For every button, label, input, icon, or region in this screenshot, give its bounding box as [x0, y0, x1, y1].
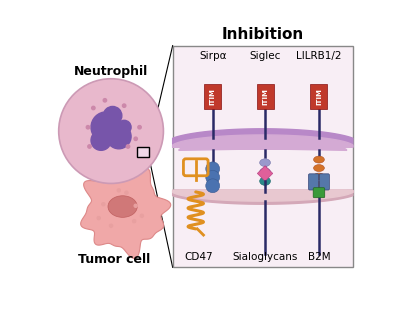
Text: CD47: CD47 — [184, 252, 213, 262]
Circle shape — [92, 106, 95, 110]
Circle shape — [97, 216, 100, 220]
Polygon shape — [173, 135, 353, 150]
FancyBboxPatch shape — [256, 84, 274, 109]
FancyBboxPatch shape — [137, 147, 149, 156]
FancyBboxPatch shape — [313, 188, 325, 198]
Circle shape — [206, 170, 220, 184]
Circle shape — [206, 179, 220, 193]
Text: Sialoglycans: Sialoglycans — [232, 252, 298, 262]
FancyBboxPatch shape — [204, 84, 221, 109]
Circle shape — [106, 124, 131, 149]
Text: B2M: B2M — [308, 252, 330, 262]
Circle shape — [91, 112, 122, 143]
Text: Sirpα: Sirpα — [199, 52, 226, 61]
Polygon shape — [173, 190, 353, 204]
Circle shape — [117, 120, 131, 134]
Circle shape — [138, 125, 141, 129]
Text: ITIM: ITIM — [262, 88, 268, 105]
Circle shape — [206, 162, 220, 176]
Text: Siglec: Siglec — [249, 52, 281, 61]
Polygon shape — [173, 129, 353, 147]
Text: Tumor cell: Tumor cell — [78, 253, 150, 266]
FancyBboxPatch shape — [173, 46, 353, 267]
Circle shape — [102, 203, 105, 206]
Ellipse shape — [314, 165, 324, 172]
Circle shape — [110, 224, 113, 227]
Circle shape — [134, 204, 137, 207]
Polygon shape — [81, 168, 171, 258]
Circle shape — [125, 191, 128, 194]
Ellipse shape — [314, 181, 324, 188]
Circle shape — [103, 99, 106, 102]
Ellipse shape — [260, 168, 270, 176]
Circle shape — [88, 145, 91, 148]
FancyBboxPatch shape — [319, 174, 329, 190]
Text: ITIM: ITIM — [316, 88, 322, 105]
Circle shape — [91, 130, 111, 150]
Circle shape — [103, 106, 122, 125]
Circle shape — [59, 79, 164, 184]
Circle shape — [134, 137, 137, 141]
Ellipse shape — [108, 196, 137, 217]
Circle shape — [133, 220, 136, 223]
Ellipse shape — [260, 159, 270, 167]
Circle shape — [140, 214, 144, 217]
Circle shape — [126, 145, 130, 148]
FancyBboxPatch shape — [310, 84, 328, 109]
Polygon shape — [257, 166, 273, 181]
Circle shape — [117, 189, 120, 192]
Text: Inhibition: Inhibition — [222, 27, 304, 42]
Circle shape — [86, 125, 90, 129]
Ellipse shape — [314, 156, 324, 163]
Polygon shape — [173, 190, 353, 201]
Ellipse shape — [260, 177, 270, 185]
Circle shape — [122, 104, 126, 107]
Text: ITIM: ITIM — [210, 88, 216, 105]
Text: LILRB1/2: LILRB1/2 — [296, 52, 342, 61]
Ellipse shape — [314, 173, 324, 180]
Text: Neutrophil: Neutrophil — [74, 64, 148, 77]
FancyBboxPatch shape — [308, 174, 318, 190]
